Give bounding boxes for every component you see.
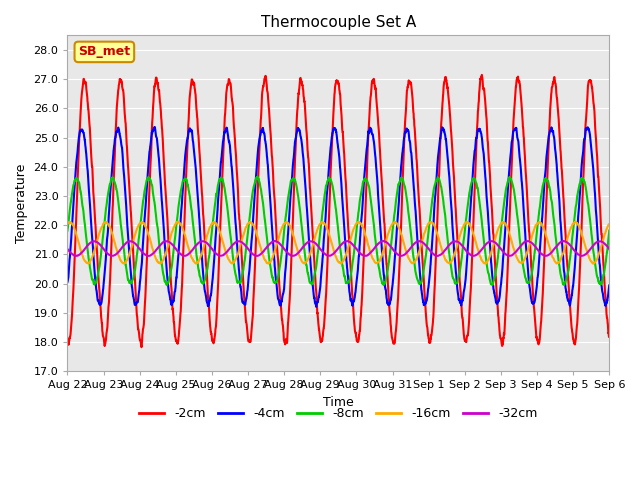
-8cm <box>63 228 71 233</box>
-4cm <box>151 124 159 130</box>
-2cm <box>138 344 145 350</box>
Y-axis label: Temperature: Temperature <box>15 164 28 243</box>
-8cm <box>605 228 613 233</box>
-8cm <box>272 279 280 285</box>
Text: SB_met: SB_met <box>78 46 131 59</box>
-16cm <box>295 252 303 257</box>
-4cm <box>537 236 545 241</box>
-32cm <box>295 250 303 255</box>
-16cm <box>157 260 165 265</box>
-4cm <box>295 127 303 133</box>
Title: Thermocouple Set A: Thermocouple Set A <box>260 15 416 30</box>
-16cm <box>595 251 603 256</box>
-2cm <box>271 211 279 216</box>
-8cm <box>595 280 603 286</box>
-2cm <box>295 89 303 95</box>
Line: -16cm: -16cm <box>67 221 609 264</box>
-4cm <box>125 249 133 254</box>
-16cm <box>63 221 71 227</box>
-4cm <box>63 279 71 285</box>
Line: -8cm: -8cm <box>67 177 609 285</box>
-4cm <box>605 283 613 288</box>
-8cm <box>295 201 303 207</box>
-16cm <box>271 246 279 252</box>
-16cm <box>536 220 544 226</box>
-32cm <box>605 246 613 252</box>
-32cm <box>157 241 165 247</box>
-32cm <box>536 250 544 256</box>
-2cm <box>478 72 486 78</box>
-8cm <box>157 258 165 264</box>
-32cm <box>433 253 441 259</box>
Line: -4cm: -4cm <box>67 127 609 307</box>
-4cm <box>157 194 165 200</box>
-8cm <box>125 280 133 286</box>
-4cm <box>312 304 320 310</box>
-32cm <box>271 238 279 244</box>
-32cm <box>595 239 603 244</box>
-8cm <box>253 174 261 180</box>
-4cm <box>595 254 603 260</box>
-8cm <box>163 282 171 288</box>
-2cm <box>595 184 603 190</box>
-4cm <box>271 272 279 277</box>
-16cm <box>589 261 597 266</box>
-2cm <box>157 120 165 126</box>
-8cm <box>537 198 545 204</box>
-32cm <box>125 239 133 244</box>
-2cm <box>537 325 545 331</box>
Line: -2cm: -2cm <box>67 75 609 347</box>
-2cm <box>63 336 71 342</box>
Line: -32cm: -32cm <box>67 241 609 256</box>
-32cm <box>560 238 568 244</box>
X-axis label: Time: Time <box>323 396 354 408</box>
-16cm <box>125 252 133 258</box>
-16cm <box>605 221 613 227</box>
-16cm <box>174 218 182 224</box>
-2cm <box>605 334 613 339</box>
-32cm <box>63 246 71 252</box>
Legend: -2cm, -4cm, -8cm, -16cm, -32cm: -2cm, -4cm, -8cm, -16cm, -32cm <box>134 402 543 425</box>
-2cm <box>125 183 133 189</box>
